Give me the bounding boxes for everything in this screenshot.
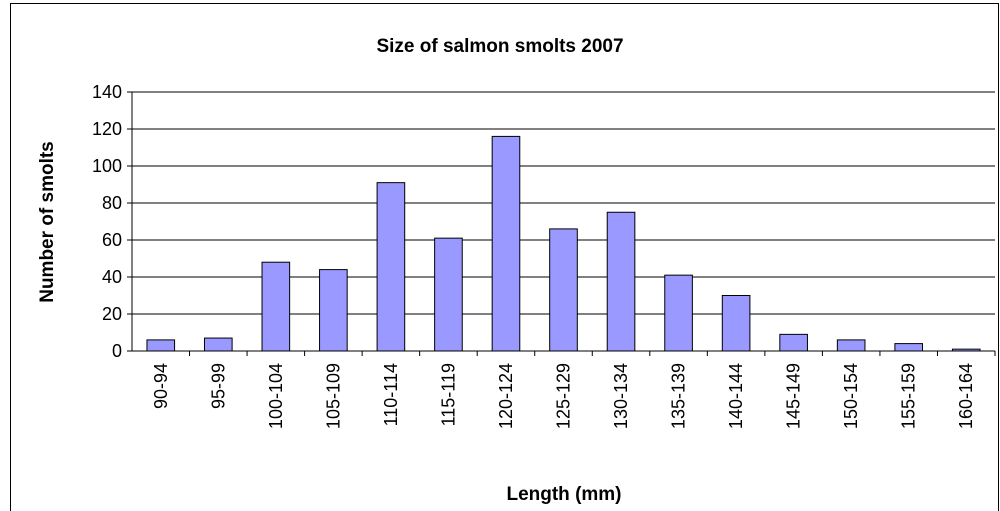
y-tick-label: 80 [102,193,122,213]
y-tick-label: 120 [92,119,122,139]
bar [721,295,751,352]
x-axis-title: Length (mm) [506,484,621,505]
bar [491,135,521,352]
x-tick-label: 130-134 [611,363,631,429]
bar [894,343,924,352]
bar [203,337,233,352]
bar [376,182,406,352]
bar [319,269,348,352]
x-tick-label: 160-164 [956,363,976,429]
y-axis-title: Number of smolts [37,141,58,303]
x-tick-label: 90-94 [151,363,171,409]
x-tick-label: 110-114 [381,363,401,426]
x-tick-label: 95-99 [208,363,228,409]
bar [549,228,578,352]
y-tick-label: 40 [102,267,122,287]
x-tick-label: 100-104 [266,363,286,429]
x-tick-label: 120-124 [496,363,516,429]
y-tick-label: 20 [102,304,122,324]
x-tick-label: 115-119 [438,363,458,426]
bar [606,211,636,352]
y-tick-label: 100 [92,156,122,176]
x-tick-label: 145-149 [784,363,804,429]
bar [261,261,291,352]
y-tick-label: 0 [112,341,122,361]
bar [146,339,176,352]
x-tick-label: 125-129 [554,363,574,429]
x-tick-label: 150-154 [841,363,861,429]
bar [779,333,808,352]
y-tick-label: 140 [92,82,122,102]
x-tick-label: 135-139 [669,363,689,429]
bar [836,339,866,352]
x-tick-label: 105-109 [323,363,343,429]
y-tick-label: 60 [102,230,122,250]
bar [434,237,463,352]
chart-title: Size of salmon smolts 2007 [376,36,623,57]
x-tick-label: 155-159 [899,363,919,429]
bar [664,274,693,352]
x-tick-label: 140-144 [726,363,746,429]
